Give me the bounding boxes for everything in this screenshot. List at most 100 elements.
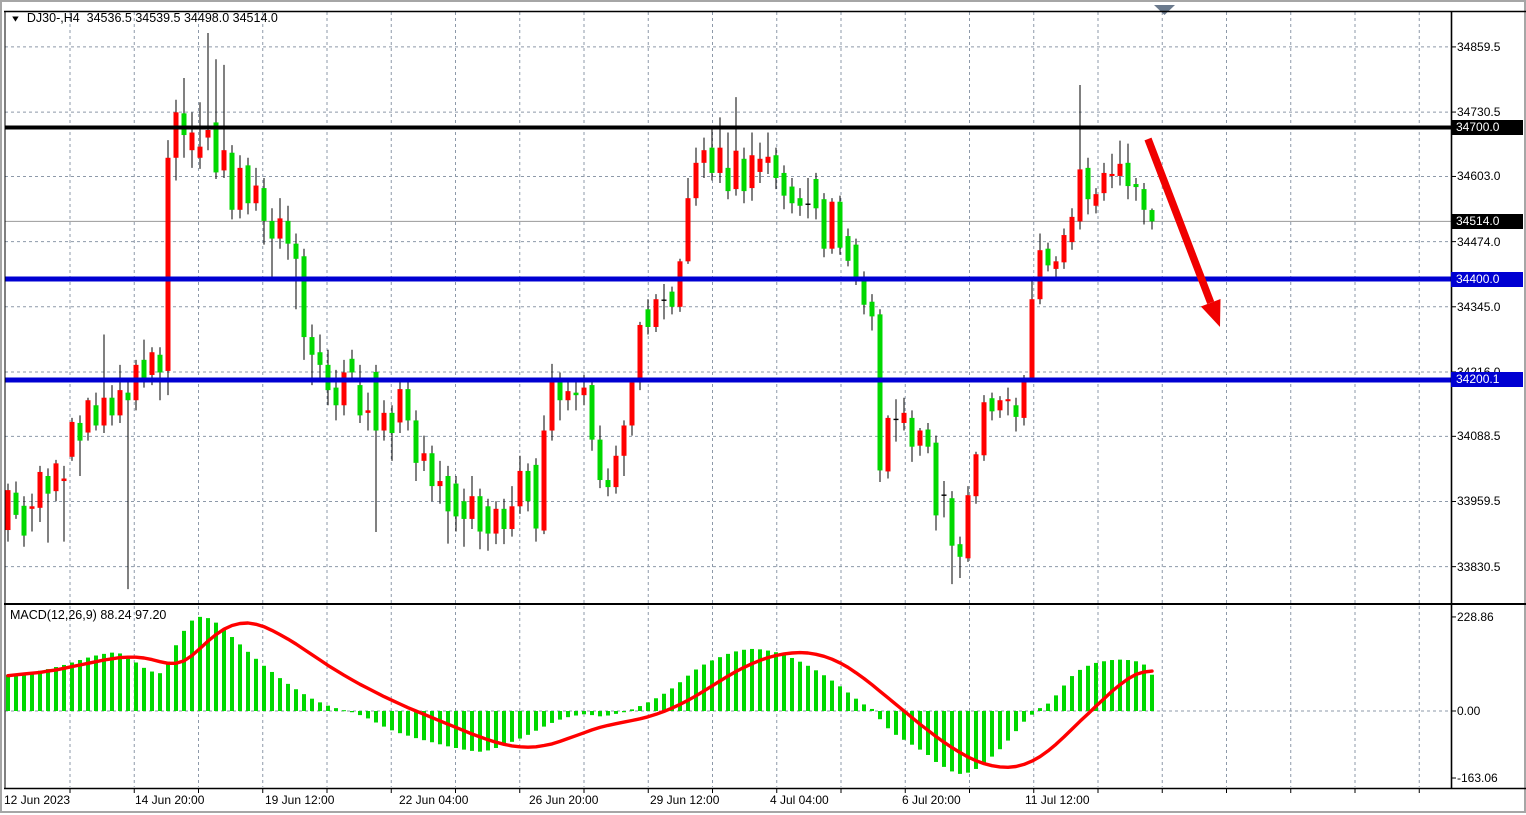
macd-bar — [782, 654, 786, 711]
candle-body — [301, 256, 307, 338]
candle-body — [861, 279, 867, 305]
macd-value: 88.24 — [100, 608, 132, 622]
candle-body — [45, 475, 51, 494]
macd-bar — [142, 667, 146, 711]
candle-body — [645, 309, 651, 327]
macd-bar — [558, 711, 562, 720]
macd-bar — [214, 622, 218, 711]
candle-body — [237, 167, 243, 210]
candle-body — [93, 405, 99, 426]
candle-body — [525, 470, 531, 502]
candle-body — [693, 162, 699, 199]
macd-bar — [1086, 665, 1090, 711]
time-axis-label: 11 Jul 12:00 — [1025, 793, 1090, 807]
macd-bar — [118, 653, 122, 711]
candle-body — [709, 147, 715, 173]
candle-body — [589, 385, 595, 440]
candle-body — [53, 463, 59, 492]
macd-bar — [1038, 708, 1042, 711]
macd-bar — [502, 711, 506, 746]
candle-body — [933, 442, 939, 516]
macd-bar — [1094, 662, 1098, 711]
macd-bar — [758, 649, 762, 711]
macd-bar — [238, 644, 242, 711]
candle-body — [461, 501, 467, 519]
candle-body — [413, 420, 419, 463]
candle-body — [1061, 235, 1067, 263]
macd-bar — [334, 708, 338, 711]
candle-body — [317, 352, 323, 365]
candle-body — [1037, 250, 1043, 300]
candle-body — [997, 400, 1003, 411]
ohlc-low: 34498.0 — [183, 11, 230, 25]
ohlc-open: 34536.5 — [86, 11, 132, 25]
candle-body — [733, 150, 739, 190]
macd-bar — [382, 711, 386, 727]
macd-bar — [814, 670, 818, 711]
macd-bar — [454, 711, 458, 748]
candle-body — [965, 495, 971, 559]
macd-bar — [126, 657, 130, 711]
candle-body — [1005, 399, 1011, 402]
candle-body — [981, 402, 987, 456]
time-axis-label: 22 Jun 04:00 — [399, 793, 469, 807]
candle-body — [437, 481, 443, 487]
candle-body — [21, 505, 27, 536]
candle-body — [61, 478, 67, 482]
macd-bar — [670, 688, 674, 711]
time-axis-label: 4 Jul 04:00 — [770, 793, 829, 807]
candle-body — [701, 150, 707, 163]
macd-bar — [78, 660, 82, 711]
candle-body — [925, 429, 931, 447]
candle-body — [309, 337, 315, 355]
candle-body — [541, 430, 547, 531]
symbol-dropdown-icon[interactable]: ▼ — [10, 14, 21, 24]
candle-body — [1093, 194, 1099, 206]
macd-name: MACD(12,26,9) — [10, 608, 97, 622]
macd-bar — [526, 711, 530, 735]
candle-body — [757, 158, 763, 172]
macd-bar — [270, 671, 274, 711]
candle-body — [789, 186, 795, 204]
macd-bar — [998, 711, 1002, 750]
macd-bar — [246, 651, 250, 711]
candle-body — [1029, 299, 1035, 381]
candle-body — [621, 425, 627, 456]
candle-body — [277, 218, 283, 239]
bar-position-marker-icon[interactable] — [1154, 5, 1175, 15]
symbol-title-overlay[interactable]: ▼ DJ30-,H4 34536.5 34539.5 34498.0 34514.… — [10, 11, 278, 25]
macd-signal-line — [6, 621, 1154, 769]
macd-bar — [686, 675, 690, 711]
candle-body — [429, 453, 435, 487]
trend-arrow-head[interactable] — [1200, 298, 1221, 327]
macd-bar — [574, 711, 578, 716]
macd-bar — [70, 662, 74, 711]
macd-bar — [550, 711, 554, 723]
candle-body — [1117, 163, 1123, 176]
macd-bar — [990, 711, 994, 757]
candle-body — [989, 398, 995, 412]
macd-bar — [694, 669, 698, 711]
macd-bar — [510, 711, 514, 742]
price-axis-label: 33830.5 — [1457, 559, 1501, 574]
trend-arrow-shaft[interactable] — [1144, 137, 1215, 305]
macd-bar — [318, 702, 322, 711]
macd-bar — [790, 657, 794, 711]
ohlc-close: 34514.0 — [232, 11, 278, 25]
candle-body — [229, 152, 235, 210]
candle-body — [613, 455, 619, 488]
macd-bar — [1126, 660, 1130, 711]
macd-axis-label: 228.86 — [1457, 609, 1494, 624]
macd-bar — [886, 711, 890, 729]
macd-bar — [94, 655, 98, 711]
macd-bar — [798, 661, 802, 711]
macd-bar — [966, 711, 970, 773]
macd-bar — [230, 637, 234, 711]
candle-body — [445, 475, 451, 512]
candle-body — [909, 417, 915, 447]
macd-bar — [1070, 676, 1074, 711]
macd-bar — [982, 711, 986, 764]
candle-body — [917, 430, 923, 446]
macd-bar — [958, 711, 962, 774]
